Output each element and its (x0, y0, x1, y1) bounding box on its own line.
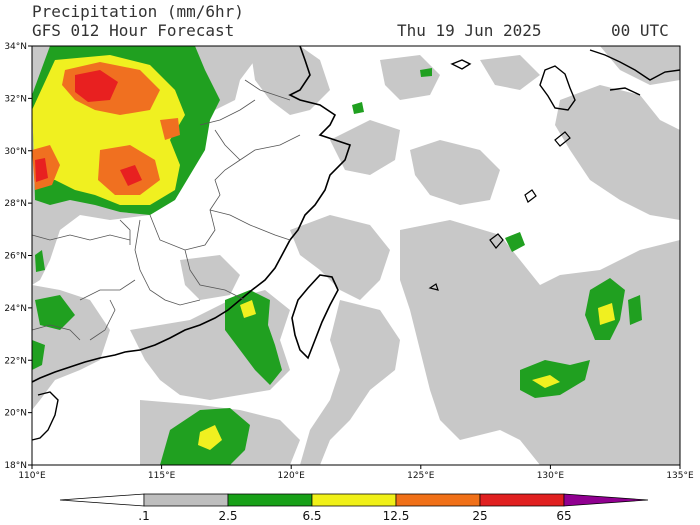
colorbar-label: .1 (138, 509, 149, 523)
lon-tick-label: 130°E (537, 471, 565, 481)
taiwan-coastline (291, 274, 339, 360)
colorbar-segment (563, 493, 649, 507)
colorbar-segment (479, 493, 565, 507)
colorbar-segment (311, 493, 397, 507)
lat-tick-label: 26°N (4, 252, 27, 262)
jeju-coastline (450, 59, 472, 70)
colorbar-segment (395, 493, 481, 507)
colorbar: .1 2.5 6.5 12.5 25 65 (59, 493, 649, 523)
latitude-axis: 18°N 20°N 22°N 24°N 26°N 28°N 30°N 32°N 34°N (4, 42, 32, 471)
precip-red-layer (35, 70, 142, 186)
lat-tick-label: 30°N (4, 147, 27, 157)
colorbar-segment (227, 493, 313, 507)
province-boundaries (31, 79, 301, 341)
colorbar-label: 12.5 (383, 509, 410, 523)
ryukyu-islands (428, 131, 571, 291)
colorbar-label: 2.5 (218, 509, 237, 523)
forecast-subtitle: GFS 012 Hour Forecast (32, 21, 235, 40)
colorbar-label: 6.5 (302, 509, 321, 523)
japan-coastline (539, 49, 681, 111)
lon-tick-label: 110°E (18, 471, 46, 481)
colorbar-label: 25 (472, 509, 487, 523)
valid-date: Thu 19 Jun 2025 (397, 21, 542, 40)
lon-tick-label: 125°E (407, 471, 435, 481)
lat-tick-label: 28°N (4, 199, 27, 209)
colorbar-segment (59, 493, 145, 507)
lon-tick-label: 120°E (278, 471, 306, 481)
lon-tick-label: 135°E (666, 471, 694, 481)
china-coastline (31, 45, 352, 383)
map-title: Precipitation (mm/6hr) (32, 2, 244, 21)
lat-tick-label: 34°N (4, 42, 27, 52)
lat-tick-label: 24°N (4, 304, 27, 314)
lat-tick-label: 32°N (4, 94, 27, 104)
colorbar-label: 65 (556, 509, 571, 523)
hainan-coastline (31, 391, 59, 441)
lat-tick-label: 20°N (4, 409, 27, 419)
lon-tick-label: 115°E (148, 471, 176, 481)
colorbar-segment (143, 493, 229, 507)
valid-time: 00 UTC (611, 21, 669, 40)
longitude-axis: 110°E 115°E 120°E 125°E 130°E 135°E (18, 465, 694, 481)
lat-tick-label: 18°N (4, 461, 27, 471)
lat-tick-label: 22°N (4, 356, 27, 366)
